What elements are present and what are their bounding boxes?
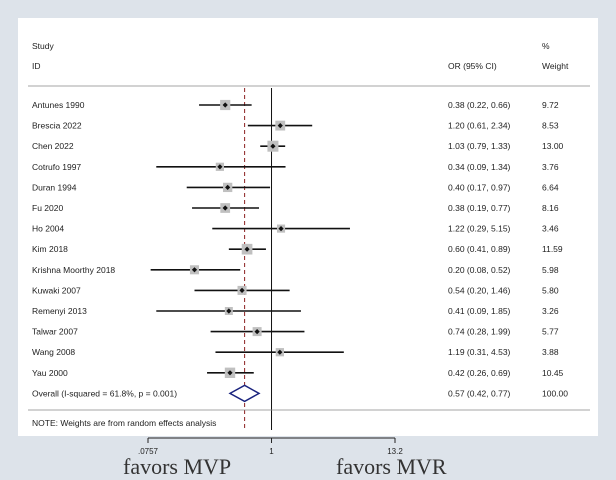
study-label: Antunes 1990 [32,100,85,110]
study-weight: 5.98 [542,265,559,275]
study-label: Kuwaki 2007 [32,285,81,295]
study-or-ci: 0.38 (0.19, 0.77) [448,203,511,213]
study-label: Duran 1994 [32,182,77,192]
overall-weight: 100.00 [542,388,568,398]
study-or-ci: 1.20 (0.61, 2.34) [448,121,511,131]
favors-right-label: favors MVR [336,454,447,479]
x-tick-label: 13.2 [387,447,403,456]
study-label: Wang 2008 [32,347,75,357]
overall-diamond [228,384,261,403]
point-estimate [191,267,198,273]
study-weight: 9.72 [542,100,559,110]
forest-plot: Study ID OR (95% CI)% Weight Antunes 1990 0.3… [28,41,590,430]
point-estimate [222,205,228,211]
overall-label: Overall (I-squared = 61.8%, p = 0.001) [32,388,177,398]
study-weight: 8.16 [542,203,559,213]
study-label: Fu 2020 [32,203,63,213]
study-weight: 6.64 [542,182,559,192]
study-weight: 13.00 [542,141,564,151]
study-label: Chen 2022 [32,141,74,151]
point-estimate [270,143,276,149]
study-label: Remenyi 2013 [32,306,87,316]
study-or-ci: 1.22 (0.29, 5.15) [448,224,511,234]
study-or-ci: 0.41 (0.09, 1.85) [448,306,511,316]
study-or-ci: 0.34 (0.09, 1.34) [448,162,511,172]
study-or-ci: 0.40 (0.17, 0.97) [448,182,511,192]
study-label: Krishna Moorthy 2018 [32,265,115,275]
study-weight: 3.88 [542,347,559,357]
study-or-ci: 0.54 (0.20, 1.46) [448,285,511,295]
point-estimate [226,308,232,314]
study-or-ci: 0.74 (0.28, 1.99) [448,327,511,337]
header-weight: Weight [542,61,569,71]
study-or-ci: 1.03 (0.79, 1.33) [448,141,511,151]
header-percent: % [542,41,550,51]
study-weight: 5.80 [542,285,559,295]
note-text: NOTE: Weights are from random effects an… [32,418,216,428]
point-estimate [244,246,250,252]
study-weight: 5.77 [542,327,559,337]
point-estimate [227,370,233,376]
study-label: Brescia 2022 [32,121,82,131]
header-or-ci: OR (95% CI) [448,61,497,71]
study-or-ci: 0.20 (0.08, 0.52) [448,265,511,275]
study-label: Talwar 2007 [32,327,78,337]
study-or-ci: 0.60 (0.41, 0.89) [448,244,511,254]
study-or-ci: 0.38 (0.22, 0.66) [448,100,511,110]
point-estimate [239,287,245,293]
study-weight: 3.26 [542,306,559,316]
x-tick-label: 1 [269,447,274,456]
point-estimate [277,123,283,129]
overall-or-ci: 0.57 (0.42, 0.77) [448,388,511,398]
header-study: Study [32,41,54,51]
study-or-ci: 0.42 (0.26, 0.69) [448,368,511,378]
favors-left-label: favors MVP [123,454,231,479]
point-estimate [254,329,260,335]
forest-plot-panel: Study ID OR (95% CI)% Weight Antunes 1990 0.3… [18,18,598,436]
study-weight: 3.46 [542,224,559,234]
study-weight: 8.53 [542,121,559,131]
study-label: Kim 2018 [32,244,68,254]
point-estimate [217,164,223,170]
point-estimate [277,349,283,355]
study-label: Cotrufo 1997 [32,162,81,172]
study-weight: 3.76 [542,162,559,172]
study-weight: 11.59 [542,244,563,254]
point-estimate [222,102,228,108]
x-tick-label: .0757 [138,447,159,456]
study-label: Yau 2000 [32,368,68,378]
study-label: Ho 2004 [32,224,64,234]
header-id: ID [32,61,41,71]
point-estimate [278,226,284,232]
point-estimate [225,184,231,190]
study-or-ci: 1.19 (0.31, 4.53) [448,347,511,357]
study-weight: 10.45 [542,368,564,378]
